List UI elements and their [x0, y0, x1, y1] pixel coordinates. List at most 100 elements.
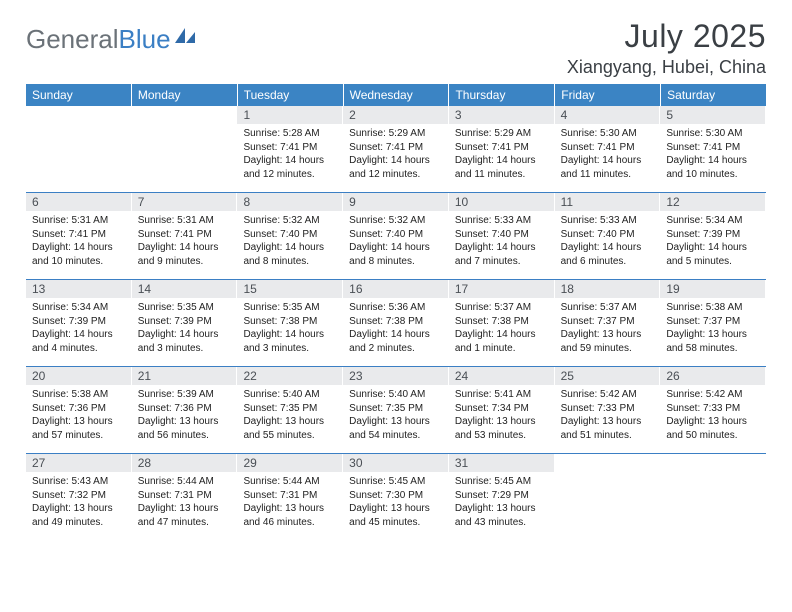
sunset-text: Sunset: 7:41 PM: [138, 228, 231, 242]
sunset-text: Sunset: 7:32 PM: [32, 489, 125, 503]
weeks-container: 1Sunrise: 5:28 AMSunset: 7:41 PMDaylight…: [26, 106, 766, 540]
day-number: [132, 106, 237, 110]
sunrise-text: Sunrise: 5:35 AM: [243, 301, 336, 315]
daylight-text: Daylight: 14 hours and 8 minutes.: [349, 241, 442, 268]
day-number: 15: [237, 280, 342, 298]
day-content: Sunrise: 5:35 AMSunset: 7:38 PMDaylight:…: [237, 298, 342, 359]
sunrise-text: Sunrise: 5:40 AM: [349, 388, 442, 402]
sunset-text: Sunset: 7:37 PM: [561, 315, 654, 329]
sunrise-text: Sunrise: 5:38 AM: [666, 301, 759, 315]
day-content: Sunrise: 5:33 AMSunset: 7:40 PMDaylight:…: [449, 211, 554, 272]
sunrise-text: Sunrise: 5:35 AM: [138, 301, 231, 315]
day-content: Sunrise: 5:34 AMSunset: 7:39 PMDaylight:…: [660, 211, 765, 272]
day-number: 12: [660, 193, 765, 211]
day-number: 16: [343, 280, 448, 298]
sunrise-text: Sunrise: 5:36 AM: [349, 301, 442, 315]
day-content: Sunrise: 5:32 AMSunset: 7:40 PMDaylight:…: [343, 211, 448, 272]
daylight-text: Daylight: 14 hours and 12 minutes.: [243, 154, 336, 181]
day-cell: 16Sunrise: 5:36 AMSunset: 7:38 PMDayligh…: [343, 280, 449, 366]
day-cell: 27 Sunrise: 5:43 AMSunset: 7:32 PMDayligh…: [26, 454, 132, 540]
day-number: 31: [449, 454, 554, 472]
day-content: Sunrise: 5:31 AMSunset: 7:41 PMDaylight:…: [26, 211, 131, 272]
sunrise-text: Sunrise: 5:43 AM: [32, 475, 125, 489]
day-content: Sunrise: 5:37 AMSunset: 7:38 PMDaylight:…: [449, 298, 554, 359]
sunset-text: Sunset: 7:35 PM: [349, 402, 442, 416]
sunrise-text: Sunrise: 5:42 AM: [561, 388, 654, 402]
daylight-text: Daylight: 14 hours and 3 minutes.: [138, 328, 231, 355]
day-number: 8: [237, 193, 342, 211]
sunrise-text: Sunrise: 5:29 AM: [349, 127, 442, 141]
day-cell: 17Sunrise: 5:37 AMSunset: 7:38 PMDayligh…: [449, 280, 555, 366]
sunrise-text: Sunrise: 5:37 AM: [455, 301, 548, 315]
sunset-text: Sunset: 7:41 PM: [32, 228, 125, 242]
daylight-text: Daylight: 14 hours and 12 minutes.: [349, 154, 442, 181]
daylight-text: Daylight: 14 hours and 5 minutes.: [666, 241, 759, 268]
day-cell: [132, 106, 238, 192]
day-cell: [26, 106, 132, 192]
day-number: 6: [26, 193, 131, 211]
day-cell: 28Sunrise: 5:44 AMSunset: 7:31 PMDayligh…: [132, 454, 238, 540]
sunset-text: Sunset: 7:33 PM: [666, 402, 759, 416]
title-block: July 2025 Xiangyang, Hubei, China: [567, 18, 766, 78]
sunset-text: Sunset: 7:31 PM: [138, 489, 231, 503]
day-cell: [555, 454, 661, 540]
weekday-wednesday: Wednesday: [344, 84, 450, 106]
day-content: Sunrise: 5:30 AMSunset: 7:41 PMDaylight:…: [555, 124, 660, 185]
sunset-text: Sunset: 7:41 PM: [666, 141, 759, 155]
day-cell: 5Sunrise: 5:30 AMSunset: 7:41 PMDaylight…: [660, 106, 766, 192]
day-number: 28: [132, 454, 237, 472]
daylight-text: Daylight: 13 hours and 49 minutes.: [32, 502, 125, 529]
sunrise-text: Sunrise: 5:28 AM: [243, 127, 336, 141]
daylight-text: Daylight: 14 hours and 4 minutes.: [32, 328, 125, 355]
day-number: 14: [132, 280, 237, 298]
sunset-text: Sunset: 7:40 PM: [349, 228, 442, 242]
sunrise-text: Sunrise: 5:29 AM: [455, 127, 548, 141]
day-number: 23: [343, 367, 448, 385]
daylight-text: Daylight: 14 hours and 10 minutes.: [666, 154, 759, 181]
brand-logo: GeneralBlue: [26, 18, 197, 55]
sunset-text: Sunset: 7:40 PM: [561, 228, 654, 242]
day-cell: 20Sunrise: 5:38 AMSunset: 7:36 PMDayligh…: [26, 367, 132, 453]
brand-part1: General: [26, 24, 119, 55]
daylight-text: Daylight: 13 hours and 54 minutes.: [349, 415, 442, 442]
day-cell: 4Sunrise: 5:30 AMSunset: 7:41 PMDaylight…: [555, 106, 661, 192]
day-number: [660, 454, 765, 458]
day-cell: 19Sunrise: 5:38 AMSunset: 7:37 PMDayligh…: [660, 280, 766, 366]
daylight-text: Daylight: 13 hours and 59 minutes.: [561, 328, 654, 355]
day-number: 27: [26, 454, 131, 472]
day-number: 17: [449, 280, 554, 298]
daylight-text: Daylight: 14 hours and 2 minutes.: [349, 328, 442, 355]
day-number: [555, 454, 660, 458]
sunrise-text: Sunrise: 5:31 AM: [138, 214, 231, 228]
sunrise-text: Sunrise: 5:44 AM: [243, 475, 336, 489]
sunrise-text: Sunrise: 5:30 AM: [666, 127, 759, 141]
sunset-text: Sunset: 7:39 PM: [138, 315, 231, 329]
month-title: July 2025: [567, 18, 766, 55]
daylight-text: Daylight: 14 hours and 6 minutes.: [561, 241, 654, 268]
sunrise-text: Sunrise: 5:44 AM: [138, 475, 231, 489]
weekday-thursday: Thursday: [449, 84, 555, 106]
sunrise-text: Sunrise: 5:39 AM: [138, 388, 231, 402]
day-number: 1: [237, 106, 342, 124]
sunrise-text: Sunrise: 5:30 AM: [561, 127, 654, 141]
sunset-text: Sunset: 7:36 PM: [32, 402, 125, 416]
brand-part2: Blue: [119, 24, 171, 55]
day-cell: 29Sunrise: 5:44 AMSunset: 7:31 PMDayligh…: [237, 454, 343, 540]
daylight-text: Daylight: 13 hours and 50 minutes.: [666, 415, 759, 442]
daylight-text: Daylight: 14 hours and 11 minutes.: [561, 154, 654, 181]
day-content: Sunrise: 5:29 AMSunset: 7:41 PMDaylight:…: [449, 124, 554, 185]
sunrise-text: Sunrise: 5:37 AM: [561, 301, 654, 315]
day-content: Sunrise: 5:44 AMSunset: 7:31 PMDaylight:…: [132, 472, 237, 533]
day-number: 24: [449, 367, 554, 385]
sunset-text: Sunset: 7:34 PM: [455, 402, 548, 416]
sunrise-text: Sunrise: 5:31 AM: [32, 214, 125, 228]
day-cell: 10Sunrise: 5:33 AMSunset: 7:40 PMDayligh…: [449, 193, 555, 279]
sunset-text: Sunset: 7:41 PM: [243, 141, 336, 155]
day-cell: 9Sunrise: 5:32 AMSunset: 7:40 PMDaylight…: [343, 193, 449, 279]
day-cell: 6Sunrise: 5:31 AMSunset: 7:41 PMDaylight…: [26, 193, 132, 279]
daylight-text: Daylight: 13 hours and 57 minutes.: [32, 415, 125, 442]
day-content: Sunrise: 5:40 AMSunset: 7:35 PMDaylight:…: [343, 385, 448, 446]
day-number: 13: [26, 280, 131, 298]
week-row: 20Sunrise: 5:38 AMSunset: 7:36 PMDayligh…: [26, 366, 766, 453]
day-content: Sunrise: 5:36 AMSunset: 7:38 PMDaylight:…: [343, 298, 448, 359]
